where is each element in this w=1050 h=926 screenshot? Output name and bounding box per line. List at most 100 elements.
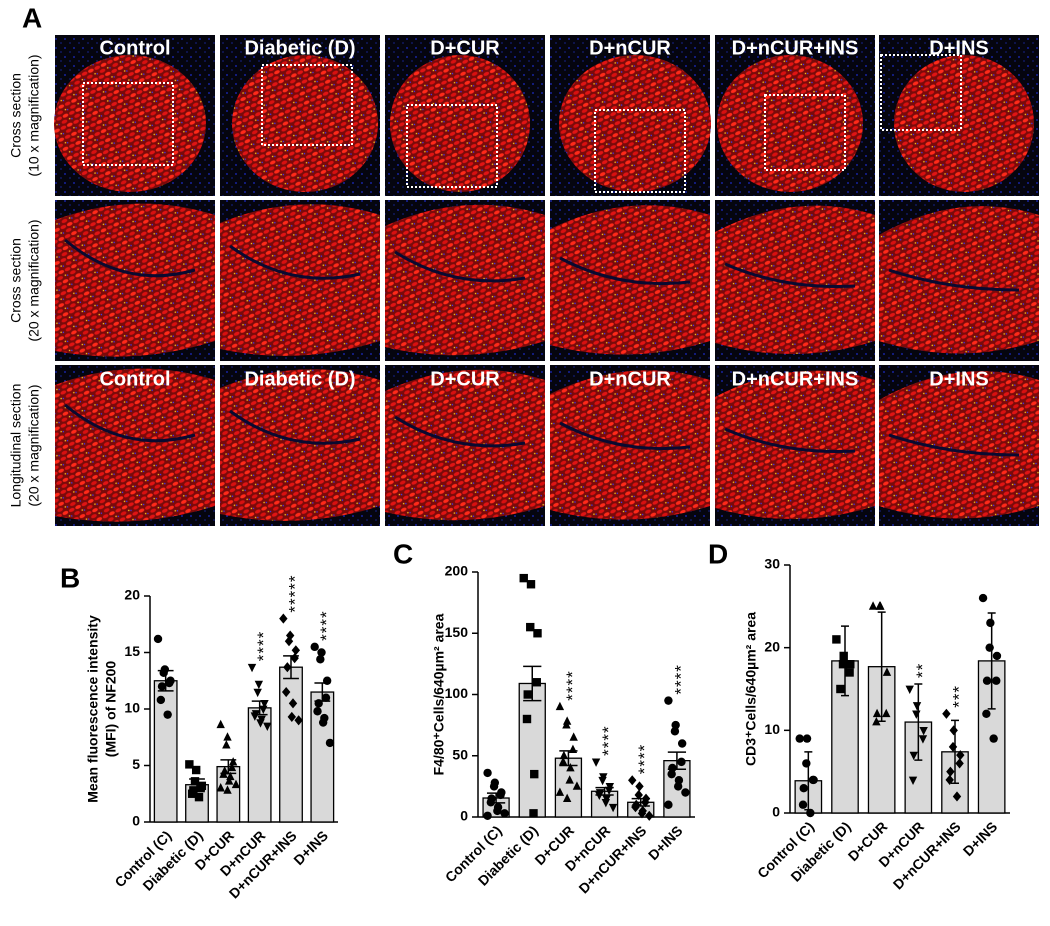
data-point	[875, 601, 884, 610]
data-point	[882, 708, 891, 718]
data-point	[572, 781, 582, 790]
data-point	[952, 791, 962, 802]
x-tick-label: D+INS	[645, 822, 686, 863]
data-point	[945, 774, 954, 785]
vessel	[724, 262, 856, 288]
zoom-box	[261, 64, 353, 146]
data-point	[224, 776, 234, 785]
data-point	[284, 636, 294, 647]
significance: ****	[599, 725, 618, 755]
data-point	[253, 688, 262, 698]
tissue	[54, 55, 206, 192]
vessel	[229, 409, 361, 445]
data-point	[882, 667, 892, 676]
data-point	[905, 685, 914, 695]
data-point	[598, 776, 607, 786]
data-point	[799, 784, 808, 793]
vessel	[559, 256, 691, 286]
row-title: (10 x magnification)	[26, 54, 42, 176]
data-point	[194, 792, 204, 802]
data-point	[529, 809, 538, 818]
data-point	[673, 782, 683, 791]
data-point	[868, 601, 878, 610]
y-tick-label: 50	[452, 746, 468, 762]
zoom-box	[406, 104, 498, 188]
column-label: D+nCUR	[589, 37, 671, 59]
data-point	[645, 810, 654, 821]
y-tick-label: 30	[764, 556, 780, 572]
data-point	[978, 593, 988, 603]
data-point	[216, 783, 225, 792]
zoom-box	[764, 94, 846, 171]
row-title: (20 x magnification)	[26, 219, 42, 341]
data-point	[222, 740, 231, 749]
data-point	[992, 651, 1002, 661]
tissue	[717, 55, 863, 192]
y-tick-label: 150	[445, 624, 469, 640]
tissue	[559, 55, 711, 192]
tissue	[220, 204, 380, 356]
data-point	[279, 613, 288, 624]
data-point	[677, 739, 687, 748]
data-point	[845, 668, 854, 677]
data-point	[165, 678, 174, 688]
data-point	[163, 710, 172, 719]
y-tick-label: 5	[132, 756, 140, 772]
y-axis-label: CD3⁺Cells/640µm² area	[743, 612, 759, 766]
bar	[279, 666, 303, 823]
data-point	[562, 793, 572, 802]
data-point	[604, 786, 614, 796]
data-point	[322, 676, 332, 685]
data-point	[526, 580, 536, 589]
data-point	[608, 803, 618, 813]
y-tick-label: 20	[764, 638, 780, 654]
data-point	[290, 653, 299, 664]
data-point	[325, 738, 335, 748]
data-point	[489, 782, 499, 791]
error-bar	[914, 683, 923, 761]
significance: ****	[563, 670, 582, 700]
data-point	[223, 732, 232, 741]
data-point	[522, 714, 532, 724]
data-point	[562, 720, 571, 729]
data-point	[519, 573, 528, 583]
data-point	[260, 699, 269, 709]
data-point	[667, 769, 676, 779]
data-point	[566, 762, 575, 772]
vessel	[724, 427, 856, 453]
data-point	[523, 690, 532, 699]
vessel	[229, 244, 361, 280]
panel-label: A	[22, 2, 42, 33]
significance: ****	[254, 631, 273, 661]
column-label: D+nCUR+INS	[732, 368, 859, 390]
data-point	[677, 757, 686, 767]
data-point	[635, 781, 644, 792]
error-bar	[523, 665, 542, 702]
data-point	[956, 750, 965, 761]
data-point	[313, 707, 322, 716]
data-point	[288, 698, 298, 709]
column-label: D+CUR	[430, 368, 500, 390]
data-point	[982, 676, 992, 685]
data-point	[872, 708, 882, 718]
significance: ***	[949, 685, 968, 708]
data-point	[159, 668, 168, 678]
vessel	[64, 238, 196, 278]
data-point	[798, 800, 808, 809]
data-point	[986, 618, 995, 628]
data-point	[838, 660, 848, 669]
data-point	[483, 768, 492, 778]
column-label: Diabetic (D)	[244, 368, 355, 390]
tissue	[390, 55, 530, 192]
column-label: D+nCUR	[589, 368, 671, 390]
tissue	[232, 55, 378, 192]
tissue	[55, 368, 215, 522]
data-point	[628, 775, 637, 786]
data-point	[802, 759, 811, 768]
data-point	[532, 678, 541, 687]
panel-label: C	[393, 538, 413, 569]
tissue	[879, 371, 1039, 519]
y-tick-label: 10	[764, 721, 780, 737]
data-point	[908, 776, 918, 785]
significance: ****	[317, 610, 336, 640]
